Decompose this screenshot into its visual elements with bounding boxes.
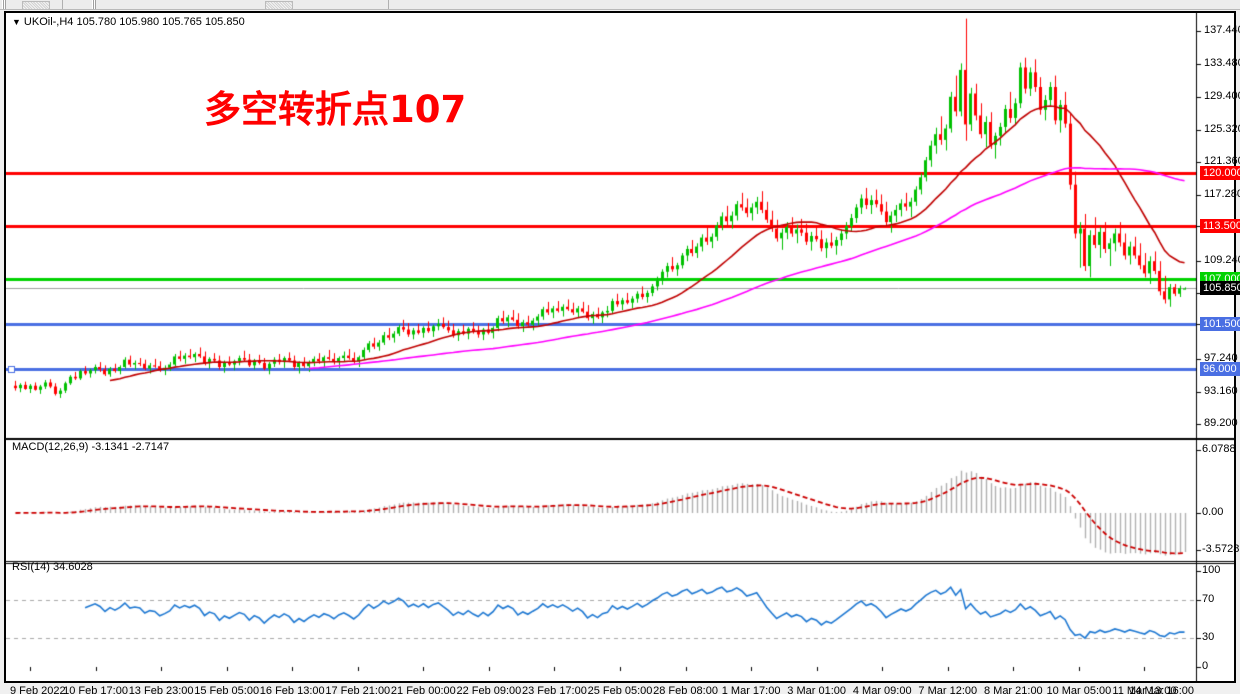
rsi-panel-legend: RSI(14) 34.6028 bbox=[12, 561, 93, 573]
time-axis-tick-14: 7 Mar 12:00 bbox=[918, 685, 978, 697]
price-badge-resistance-line[interactable]: 120.000 bbox=[1200, 166, 1240, 181]
price-badge-support-line[interactable]: 101.500 bbox=[1200, 316, 1240, 331]
toolbar-grip-1[interactable] bbox=[2, 0, 6, 9]
time-axis-tick-0: 9 Feb 2022 bbox=[10, 685, 66, 697]
toolbar-separator-1 bbox=[62, 0, 63, 9]
macd-axis-tick-2: -3.5728 bbox=[1202, 543, 1240, 556]
time-axis-tick-6: 21 Feb 00:00 bbox=[390, 685, 456, 697]
rsi-axis-tick-0: 100 bbox=[1202, 564, 1221, 576]
toolbar-chip-1[interactable] bbox=[22, 1, 50, 10]
rsi-axis-tick-2: 30 bbox=[1202, 631, 1215, 644]
time-axis-tick-15: 8 Mar 21:00 bbox=[983, 685, 1043, 697]
rsi-axis-tick-3: 0 bbox=[1202, 660, 1209, 672]
toolbar[interactable] bbox=[0, 0, 1240, 10]
price-axis-tick-2: 129.400 bbox=[1204, 89, 1240, 102]
price-badge-support-line[interactable]: 96.000 bbox=[1200, 361, 1240, 376]
price-axis-tick-5: 117.280 bbox=[1204, 188, 1240, 201]
time-axis-tick-11: 1 Mar 17:00 bbox=[721, 685, 781, 697]
time-axis-tick-2: 13 Feb 23:00 bbox=[128, 685, 194, 697]
toolbar-separator-2 bbox=[388, 0, 389, 9]
price-axis-tick-12: 89.200 bbox=[1204, 416, 1238, 429]
time-axis-tick-3: 15 Feb 05:00 bbox=[194, 685, 260, 697]
macd-axis-tick-0: 6.0788 bbox=[1202, 442, 1236, 455]
time-axis-tick-1: 10 Feb 17:00 bbox=[63, 685, 128, 697]
time-axis-tick-8: 23 Feb 17:00 bbox=[522, 685, 587, 697]
chart-window: ▼ UKOil-,H4 105.780 105.980 105.765 105.8… bbox=[4, 11, 1240, 697]
time-axis-tick-10: 28 Feb 08:00 bbox=[653, 685, 718, 697]
toolbar-grip-2[interactable] bbox=[92, 0, 96, 9]
time-axis-tick-18: 14 Mar 16:00 bbox=[1129, 685, 1194, 697]
time-axis-tick-9: 25 Feb 05:00 bbox=[587, 685, 653, 697]
price-axis-tick-10: 97.240 bbox=[1204, 351, 1238, 364]
chart-inner: ▼ UKOil-,H4 105.780 105.980 105.765 105.8… bbox=[6, 13, 1240, 697]
price-axis-tick-11: 93.160 bbox=[1204, 384, 1238, 397]
macd-axis-tick-1: 0.00 bbox=[1202, 506, 1224, 518]
price-axis-tick-1: 133.480 bbox=[1204, 56, 1240, 69]
time-axis-tick-5: 17 Feb 21:00 bbox=[325, 685, 391, 697]
time-axis-tick-4: 16 Feb 13:00 bbox=[259, 685, 325, 697]
price-panel-legend: ▼ UKOil-,H4 105.780 105.980 105.765 105.8… bbox=[12, 16, 245, 28]
time-axis-tick-16: 10 Mar 05:00 bbox=[1046, 685, 1112, 697]
price-axis-tick-3: 125.320 bbox=[1204, 122, 1240, 135]
chart-annotation-text: 多空转折点107 bbox=[204, 88, 467, 131]
price-badge-current-price[interactable]: 105.850 bbox=[1200, 281, 1240, 296]
macd-panel-legend: MACD(12,26,9) -3.1341 -2.7147 bbox=[12, 441, 170, 453]
price-axis-tick-4: 121.360 bbox=[1204, 155, 1240, 168]
time-axis-tick-13: 4 Mar 09:00 bbox=[852, 685, 912, 697]
price-axis-tick-7: 109.240 bbox=[1204, 253, 1240, 266]
rsi-axis-tick-1: 70 bbox=[1202, 592, 1215, 605]
price-badge-resistance-line[interactable]: 113.500 bbox=[1200, 219, 1240, 234]
collapse-triangle-icon[interactable]: ▼ bbox=[12, 17, 21, 28]
time-axis-tick-7: 22 Feb 09:00 bbox=[456, 685, 522, 697]
toolbar-chip-2[interactable] bbox=[265, 1, 293, 10]
chart-canvas[interactable] bbox=[6, 13, 1234, 681]
price-axis-tick-0: 137.440 bbox=[1204, 24, 1240, 37]
time-axis-tick-12: 3 Mar 01:00 bbox=[787, 685, 847, 697]
price-legend-text: UKOil-,H4 105.780 105.980 105.765 105.85… bbox=[23, 16, 245, 28]
